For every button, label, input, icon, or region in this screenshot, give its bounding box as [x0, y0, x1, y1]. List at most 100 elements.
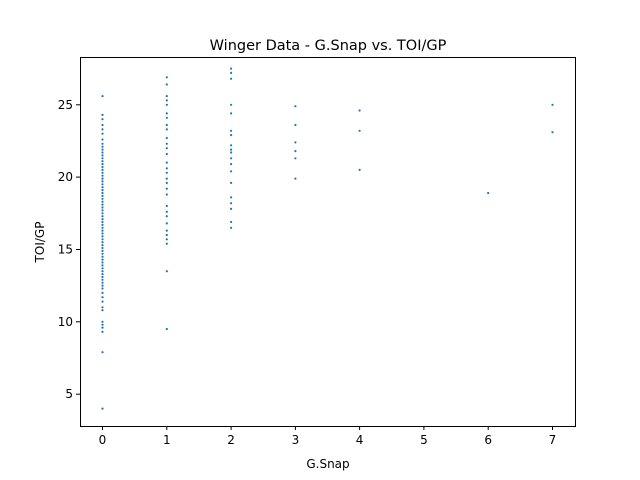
data-point	[230, 77, 233, 80]
data-point	[101, 330, 104, 333]
data-point	[101, 165, 104, 169]
data-point	[165, 99, 168, 102]
data-point	[165, 177, 168, 180]
data-point	[101, 151, 104, 154]
plot-area-frame	[80, 57, 576, 427]
data-point	[101, 157, 104, 160]
data-point	[358, 168, 361, 171]
data-point	[101, 238, 104, 241]
data-point	[230, 144, 233, 147]
data-point	[101, 306, 104, 309]
x-tick-label: 1	[163, 433, 171, 447]
data-point	[551, 131, 554, 134]
data-point	[230, 157, 233, 160]
x-axis-ticks: 0 1 2 3 4 5 6 7	[99, 426, 557, 447]
data-point	[165, 215, 168, 218]
data-point	[230, 207, 233, 210]
data-point	[165, 204, 168, 208]
data-point	[165, 222, 168, 225]
data-point	[101, 180, 104, 183]
data-point	[101, 203, 104, 206]
data-point	[165, 116, 168, 119]
data-point	[165, 327, 168, 331]
data-point	[101, 191, 104, 195]
data-point	[101, 249, 104, 252]
data-point	[165, 229, 168, 232]
data-point	[101, 183, 104, 186]
data-point	[230, 134, 233, 137]
data-point	[101, 246, 104, 250]
data-point	[101, 284, 104, 287]
data-point	[294, 150, 297, 153]
data-point	[101, 113, 104, 116]
data-point	[230, 181, 233, 184]
x-tick-label: 4	[356, 433, 364, 447]
data-point	[230, 220, 233, 224]
data-point	[165, 270, 168, 273]
data-point	[165, 233, 168, 237]
data-point	[101, 177, 104, 180]
data-point	[101, 132, 104, 135]
data-point	[101, 123, 104, 127]
data-points	[101, 67, 554, 410]
data-point	[551, 103, 554, 106]
data-point	[165, 123, 168, 127]
data-point	[165, 210, 168, 213]
data-point	[358, 109, 361, 112]
chart-title: Winger Data - G.Snap vs. TOI/GP	[210, 38, 447, 54]
data-point	[101, 142, 104, 145]
data-point	[165, 171, 168, 174]
x-tick-label: 6	[484, 433, 492, 447]
y-tick-label: 25	[58, 98, 73, 112]
data-point	[101, 323, 104, 326]
data-point	[101, 186, 104, 189]
x-tick-label: 7	[549, 433, 557, 447]
data-point	[101, 300, 104, 303]
data-point	[101, 194, 104, 197]
data-point	[101, 163, 104, 166]
y-axis-label: TOI/GP	[33, 222, 47, 264]
data-point	[101, 258, 104, 261]
data-point	[230, 103, 233, 106]
data-point	[101, 407, 104, 410]
data-point	[230, 71, 233, 74]
y-tick-label: 20	[58, 170, 73, 184]
data-point	[101, 320, 104, 323]
data-point	[101, 223, 104, 226]
data-point	[230, 226, 233, 229]
data-point	[294, 177, 297, 180]
data-point	[165, 193, 168, 196]
data-point	[101, 128, 104, 131]
x-tick-label: 0	[99, 433, 107, 447]
data-point	[101, 241, 104, 244]
y-axis-ticks: 5 10 15 20 25	[58, 98, 80, 401]
data-point	[165, 181, 168, 184]
data-point	[165, 95, 168, 98]
data-point	[101, 206, 104, 209]
data-point	[165, 147, 168, 150]
data-point	[165, 142, 168, 145]
data-point	[101, 215, 104, 218]
data-point	[101, 226, 104, 229]
data-point	[101, 200, 104, 203]
data-point	[165, 238, 168, 241]
data-point	[101, 168, 104, 171]
data-point	[101, 218, 104, 221]
data-point	[101, 145, 104, 148]
data-point	[101, 235, 104, 238]
data-point	[230, 170, 233, 173]
data-point	[294, 123, 297, 127]
data-point	[101, 154, 104, 157]
data-point	[101, 252, 104, 255]
data-point	[101, 171, 104, 174]
data-point	[101, 160, 104, 163]
data-point	[101, 95, 104, 98]
x-axis-label: G.Snap	[306, 457, 349, 471]
data-point	[101, 278, 104, 281]
data-point	[165, 83, 168, 86]
data-point	[101, 197, 104, 200]
data-point	[101, 232, 104, 235]
data-point	[230, 112, 233, 115]
data-point	[101, 229, 104, 232]
